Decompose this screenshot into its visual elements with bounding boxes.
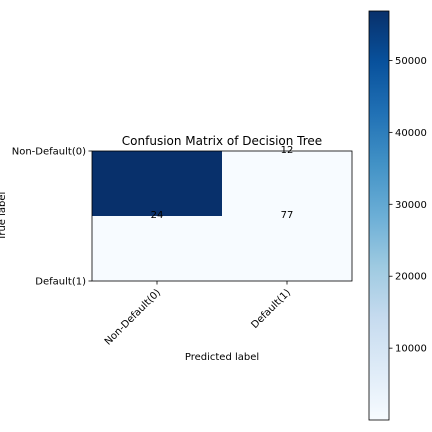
x-axis-ticks: Non-Default(0) Default(1) <box>103 281 293 348</box>
plot-frame <box>91 150 353 282</box>
x-tick-label: Non-Default(0) <box>103 287 163 347</box>
y-axis-ticks: Non-Default(0) Default(1) <box>12 147 92 288</box>
heatmap-cell-0-0 <box>92 151 222 216</box>
heatmap-cells <box>92 151 352 281</box>
colorbar-tick-label: 50000 <box>395 56 427 67</box>
x-tick-label: Default(1) <box>249 287 293 331</box>
y-tick-label: Non-Default(0) <box>12 147 86 158</box>
heatmap-cell-labels: 12 24 77 <box>151 145 294 221</box>
colorbar-tick-label: 10000 <box>395 344 427 355</box>
heatmap-cell-1-0 <box>92 216 222 281</box>
cell-value-label-1-0: 24 <box>151 210 164 221</box>
colorbar-ticks: 10000 20000 30000 40000 50000 <box>389 56 427 355</box>
cell-value-label-0-1: 12 <box>281 145 294 156</box>
x-axis-label: Predicted label <box>185 352 259 363</box>
chart-title: Confusion Matrix of Decision Tree <box>122 134 322 148</box>
heatmap-cell-1-1 <box>222 216 352 281</box>
y-axis-label: True label <box>0 192 8 242</box>
colorbar <box>368 10 390 421</box>
colorbar-tick-label: 30000 <box>395 200 427 211</box>
colorbar-tick-label: 40000 <box>395 128 427 139</box>
colorbar-tick-label: 20000 <box>395 272 427 283</box>
y-tick-label: Default(1) <box>35 277 86 288</box>
cell-value-label-1-1: 77 <box>281 210 294 221</box>
heatmap-cell-0-1 <box>222 151 352 216</box>
